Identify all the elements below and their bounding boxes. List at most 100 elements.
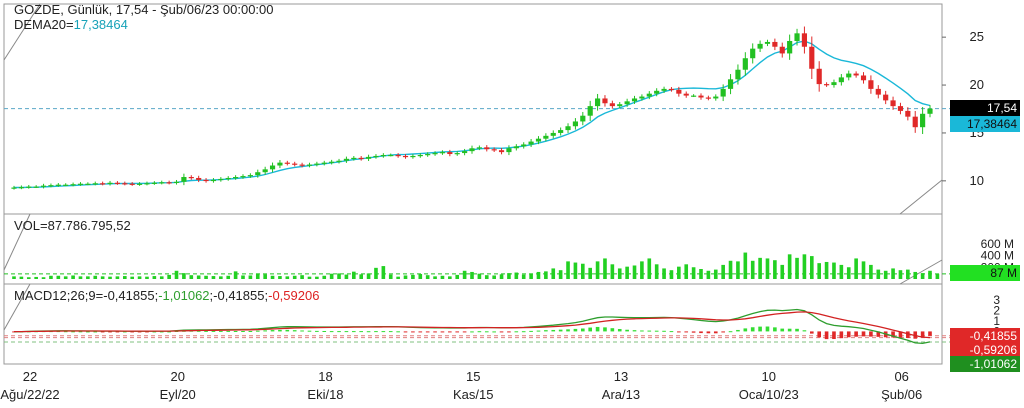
candle-body xyxy=(181,177,187,182)
volume-bar xyxy=(366,273,371,279)
macd-histogram-bar xyxy=(544,330,548,332)
volume-bar xyxy=(632,265,637,279)
candle-body xyxy=(240,176,246,178)
volume-bar xyxy=(241,275,245,279)
candle-body xyxy=(794,33,800,41)
candle xyxy=(860,72,867,84)
volume-bar xyxy=(750,260,755,279)
volume-bar xyxy=(344,274,349,279)
candle xyxy=(292,161,298,167)
macd-histogram-bar xyxy=(928,331,932,336)
candle xyxy=(816,61,822,92)
macd-histogram-bar xyxy=(219,330,223,332)
macd-histogram-bar xyxy=(861,331,866,337)
macd-histogram-bar xyxy=(381,331,386,333)
candle-body xyxy=(255,172,261,176)
candle xyxy=(617,102,623,109)
candle xyxy=(129,182,135,186)
candle-body xyxy=(890,100,896,107)
volume-bar xyxy=(721,264,725,279)
volume-bar xyxy=(411,274,415,279)
candle-body xyxy=(373,155,379,158)
candle-body xyxy=(351,157,357,160)
macd-histogram-bar xyxy=(307,330,312,332)
x-tick-bottom-1: Eyl/20 xyxy=(160,387,196,402)
candle-body xyxy=(159,182,165,184)
volume-bar xyxy=(544,271,548,279)
candle-body xyxy=(410,155,416,158)
volume-bar xyxy=(529,273,533,279)
candle-body xyxy=(188,177,194,179)
candle xyxy=(750,43,756,64)
macd-histogram-bar xyxy=(802,330,807,332)
candle-body xyxy=(513,146,519,149)
candle-body xyxy=(617,104,623,107)
candle-body xyxy=(521,144,527,147)
candle-body xyxy=(122,183,128,185)
candle xyxy=(306,162,313,168)
candle-body xyxy=(462,151,468,154)
macd-histogram-bar xyxy=(684,331,689,333)
dema-header: DEMA20=17,38464 xyxy=(14,17,128,32)
macd-histogram-bar xyxy=(691,331,696,333)
candle xyxy=(772,38,778,51)
candle xyxy=(173,179,180,185)
corner-mark-r0 xyxy=(899,179,943,215)
volume-bar xyxy=(617,268,622,279)
candle xyxy=(801,26,808,54)
macd-histogram-bar xyxy=(359,331,364,333)
candle xyxy=(77,182,84,186)
candle xyxy=(920,106,926,135)
x-tick-top-3: 15 xyxy=(466,369,480,384)
volume-bar xyxy=(920,273,925,279)
volume-bar xyxy=(566,261,570,279)
candle xyxy=(779,42,785,58)
macd-histogram-bar xyxy=(440,331,445,333)
candle xyxy=(269,162,276,173)
candle-body xyxy=(750,48,756,59)
candle-body xyxy=(269,165,276,170)
candle-body xyxy=(809,46,815,69)
volume-bar xyxy=(300,275,304,279)
candle xyxy=(513,144,519,151)
macd-histogram-bar xyxy=(521,331,526,333)
candle xyxy=(572,118,579,130)
volume-tick-label-1: 400 M xyxy=(981,249,1014,263)
candle-body xyxy=(654,90,660,94)
candle xyxy=(535,136,542,145)
volume-bar xyxy=(174,270,179,279)
candle xyxy=(410,154,416,159)
interval-label: Günlük xyxy=(67,2,109,17)
candle-body xyxy=(48,185,54,187)
candle xyxy=(18,185,24,190)
candle-body xyxy=(661,88,667,91)
candle xyxy=(498,147,505,155)
macd-histogram-bar xyxy=(832,331,836,340)
volume-bar xyxy=(898,270,903,279)
candle xyxy=(705,95,711,101)
volume-bar xyxy=(278,276,282,279)
price-tag: 17,54 xyxy=(950,100,1020,116)
candle xyxy=(661,86,667,94)
volume-bar xyxy=(100,276,105,279)
macd-histogram-bar xyxy=(100,331,105,333)
candle-body xyxy=(77,183,84,185)
volume-bar xyxy=(573,262,578,279)
candle-body xyxy=(720,88,726,97)
volume-bar xyxy=(928,270,932,279)
candle xyxy=(255,169,261,178)
x-tick-bottom-2: Eki/18 xyxy=(307,387,343,402)
symbol-label: GOZDE xyxy=(14,2,61,17)
macd-tag-c: -1,01062 xyxy=(950,356,1020,372)
candle xyxy=(668,87,675,92)
dema-tag: 17,38464 xyxy=(950,116,1020,132)
dema-series xyxy=(14,40,931,189)
macd-histogram-bar xyxy=(241,331,245,332)
candle xyxy=(587,100,593,121)
volume-bar xyxy=(248,275,253,279)
volume-bar xyxy=(846,267,851,279)
macd-histogram-bar xyxy=(662,330,666,332)
macd-histogram-bar xyxy=(492,331,496,333)
candle-body xyxy=(40,185,47,187)
